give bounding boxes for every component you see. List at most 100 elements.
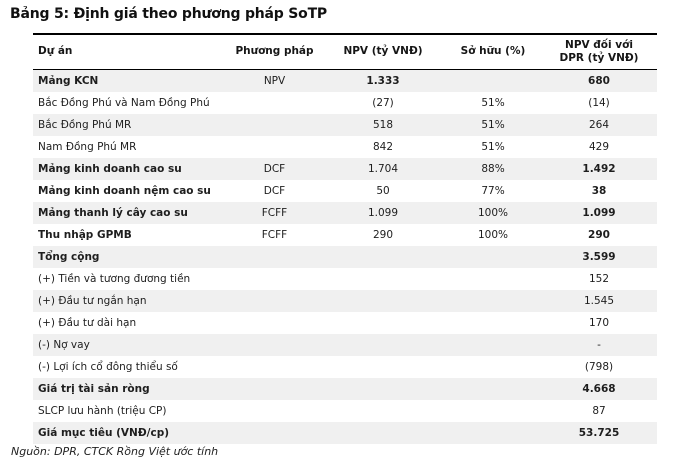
ownership-cell [445, 290, 541, 312]
npv-dpr-cell: 290 [588, 229, 610, 241]
project-cell: Mảng kinh doanh cao su [38, 163, 182, 175]
project-cell: SLCP lưu hành (triệu CP) [38, 405, 167, 417]
ownership-cell [445, 70, 541, 93]
npv-dpr-cell: 53.725 [578, 427, 620, 439]
project-cell: (-) Lợi ích cổ đông thiểu số [38, 361, 178, 373]
npv-dpr-cell: (798) [584, 361, 614, 373]
ownership-cell [445, 400, 541, 422]
col-header-npv: NPV (tỷ VNĐ) [321, 33, 445, 70]
col-header-method: Phương pháp [228, 33, 321, 70]
npv-dpr-cell: 1.492 [582, 163, 616, 175]
ownership-cell: 51% [481, 97, 505, 109]
npv-cell [321, 334, 445, 356]
table-row: (+) Đầu tư ngắn hạn 1.545 [33, 290, 657, 312]
project-cell: (-) Nợ vay [38, 339, 90, 351]
method-cell [228, 334, 321, 356]
ownership-cell [445, 334, 541, 356]
ownership-cell: 100% [477, 207, 509, 219]
project-cell: Nam Đồng Phú MR [38, 141, 137, 153]
sotp-valuation-table: Dự án Phương pháp NPV (tỷ VNĐ) Sở hữu (%… [33, 33, 657, 444]
table-row: Tổng cộng 3.599 [33, 246, 657, 268]
method-cell [228, 312, 321, 334]
npv-dpr-cell: 429 [588, 141, 610, 153]
npv-dpr-cell: 38 [591, 185, 607, 197]
npv-dpr-cell: 1.099 [582, 207, 616, 219]
table-title: Bảng 5: Định giá theo phương pháp SoTP [10, 6, 327, 22]
ownership-cell: 100% [477, 229, 509, 241]
method-cell [228, 246, 321, 268]
source-note: Nguồn: DPR, CTCK Rồng Việt ước tính [11, 445, 219, 458]
npv-cell [321, 378, 445, 400]
ownership-cell [445, 268, 541, 290]
npv-dpr-cell: (14) [588, 97, 610, 109]
npv-cell: 290 [372, 229, 394, 241]
npv-cell: 50 [376, 185, 390, 197]
ownership-cell: 51% [481, 141, 505, 153]
table-row: (+) Tiền và tương đương tiền 152 [33, 268, 657, 290]
table-row: Mảng thanh lý cây cao su FCFF 1.099 100% 1.0… [33, 202, 657, 224]
npv-cell: 1.704 [367, 163, 399, 175]
project-cell: (+) Đầu tư dài hạn [38, 317, 137, 329]
npv-cell: 1.099 [367, 207, 399, 219]
npv-dpr-cell: 170 [588, 317, 610, 329]
project-cell: Thu nhập GPMB [38, 229, 132, 241]
method-cell [228, 356, 321, 378]
method-cell: DCF [263, 185, 286, 197]
project-cell: Bắc Đồng Phú và Nam Đồng Phú [38, 97, 210, 109]
col-header-ownership: Sở hữu (%) [445, 33, 541, 70]
table-row: Thu nhập GPMB FCFF 290 100% 290 [33, 224, 657, 246]
col-header-npv-dpr-line2: DPR (tỷ VNĐ) [559, 52, 639, 64]
method-cell [228, 92, 321, 114]
npv-dpr-cell: 3.599 [582, 251, 616, 263]
ownership-cell: 88% [481, 163, 505, 175]
table-row: (-) Lợi ích cổ đông thiểu số (798) [33, 356, 657, 378]
method-cell [228, 114, 321, 136]
npv-dpr-cell: 152 [588, 273, 610, 285]
npv-dpr-cell: 4.668 [582, 383, 616, 395]
project-cell: Mảng kinh doanh nệm cao su [38, 185, 211, 197]
npv-dpr-cell: 1.545 [583, 295, 615, 307]
project-cell: Bắc Đồng Phú MR [38, 119, 132, 131]
ownership-cell: 77% [481, 185, 505, 197]
ownership-cell [445, 312, 541, 334]
project-cell: Giá trị tài sản ròng [38, 383, 150, 395]
npv-cell [321, 312, 445, 334]
npv-dpr-cell: 680 [588, 75, 610, 87]
table-row: Bắc Đồng Phú MR 518 51% 264 [33, 114, 657, 136]
method-cell [228, 290, 321, 312]
npv-cell: 1.333 [366, 75, 400, 87]
header-row: Dự án Phương pháp NPV (tỷ VNĐ) Sở hữu (%… [33, 33, 657, 70]
ownership-cell [445, 422, 541, 444]
npv-dpr-cell: 87 [592, 405, 606, 417]
project-cell: (+) Tiền và tương đương tiền [38, 273, 191, 285]
table-row: Giá trị tài sản ròng 4.668 [33, 378, 657, 400]
col-header-project: Dự án [33, 33, 228, 70]
table-row: Giá mục tiêu (VNĐ/cp) 53.725 [33, 422, 657, 444]
method-cell: FCFF [261, 229, 288, 241]
ownership-cell [445, 356, 541, 378]
method-cell: NPV [263, 75, 286, 87]
project-cell: Mảng KCN [38, 75, 99, 87]
project-cell: Giá mục tiêu (VNĐ/cp) [38, 427, 170, 439]
table-row: (-) Nợ vay - [33, 334, 657, 356]
method-cell [228, 400, 321, 422]
npv-cell: 842 [372, 141, 394, 153]
method-cell [228, 136, 321, 158]
table-row: SLCP lưu hành (triệu CP) 87 [33, 400, 657, 422]
npv-cell [321, 400, 445, 422]
npv-cell [321, 246, 445, 268]
npv-cell: (27) [372, 97, 394, 109]
npv-dpr-cell: - [597, 339, 601, 351]
method-cell [228, 378, 321, 400]
npv-cell [321, 268, 445, 290]
project-cell: (+) Đầu tư ngắn hạn [38, 295, 147, 307]
col-header-npv-dpr: NPV đối với DPR (tỷ VNĐ) [541, 33, 657, 70]
project-cell: Mảng thanh lý cây cao su [38, 207, 188, 219]
method-cell: DCF [263, 163, 286, 175]
npv-cell: 518 [372, 119, 394, 131]
npv-cell [321, 290, 445, 312]
table-row: (+) Đầu tư dài hạn 170 [33, 312, 657, 334]
method-cell [228, 422, 321, 444]
table-row: Bắc Đồng Phú và Nam Đồng Phú (27) 51% (14) [33, 92, 657, 114]
table-row: Mảng kinh doanh nệm cao su DCF 50 77% 38 [33, 180, 657, 202]
